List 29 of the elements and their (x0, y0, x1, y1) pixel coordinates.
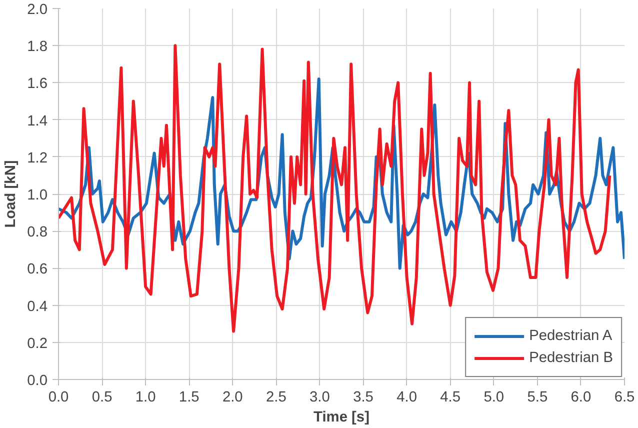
x-tick-label: 0.5 (92, 390, 112, 406)
legend-label: Pedestrian B (529, 350, 613, 366)
x-tick-label: 6.5 (614, 390, 635, 406)
x-tick-label: 5.5 (527, 390, 548, 406)
y-tick-label: 1.2 (27, 150, 48, 166)
x-tick-label: 2.5 (266, 390, 286, 406)
x-tick-label: 1.0 (135, 390, 156, 406)
y-tick-label: 0.6 (27, 262, 48, 278)
y-tick-label: 0.0 (27, 373, 48, 389)
x-tick-label: 3.5 (353, 390, 374, 406)
legend-label: Pedestrian A (529, 328, 612, 344)
x-tick-label: 2.0 (222, 390, 243, 406)
y-tick-label: 0.8 (27, 224, 48, 241)
y-axis-title: Load [kN] (3, 160, 20, 228)
x-tick-label: 6.0 (570, 390, 592, 406)
x-tick-label: 3.0 (310, 390, 330, 406)
x-tick-label: 4.5 (440, 390, 461, 406)
y-tick-label: 2.0 (27, 2, 48, 18)
y-tick-label: 0.2 (27, 336, 48, 352)
x-tick-label: 0.0 (48, 390, 69, 406)
x-tick-label: 5.0 (484, 390, 504, 406)
x-axis-title: Time [s] (314, 410, 370, 426)
x-tick-label: 1.5 (178, 390, 200, 406)
y-tick-label: 1.6 (27, 76, 48, 92)
y-tick-label: 1.8 (27, 39, 48, 56)
y-tick-label: 0.4 (27, 298, 48, 315)
y-tick-label: 1.0 (27, 188, 48, 204)
y-tick-label: 1.4 (27, 113, 48, 130)
x-tick-label: 4.0 (396, 390, 417, 406)
